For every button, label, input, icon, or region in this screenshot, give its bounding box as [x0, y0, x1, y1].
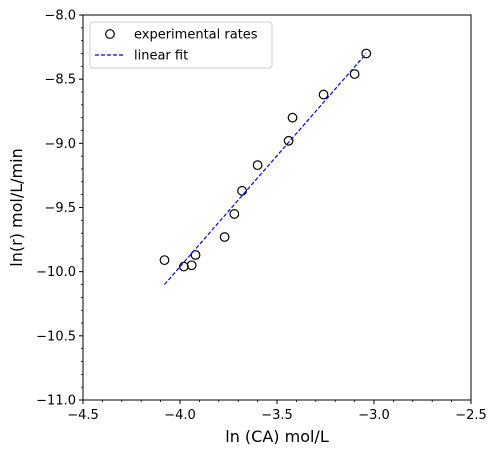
data-point — [318, 89, 329, 100]
data-point — [361, 48, 372, 59]
x-axis-label: ln (CA) mol/L — [225, 427, 329, 446]
plot-marks — [159, 48, 372, 285]
axis-ticks: −4.5 −4.0 −3.5 −3.0 −2.5 −11.0 −10.5 −10.0 −9.5 −… — [36, 9, 487, 424]
y-tick-label: −8.5 — [44, 73, 76, 88]
x-tick-label: −2.5 — [455, 408, 487, 423]
data-point — [178, 261, 189, 272]
fit-line — [164, 53, 367, 285]
y-tick-label: −9.5 — [44, 201, 76, 216]
data-point — [287, 112, 298, 123]
x-tick-label: −3.5 — [261, 408, 293, 423]
y-tick-label: −9.0 — [44, 137, 76, 152]
data-point — [219, 232, 230, 242]
data-point — [237, 185, 247, 196]
y-tick-label: −10.5 — [36, 329, 76, 344]
data-point — [349, 69, 360, 79]
y-tick-label: −11.0 — [36, 394, 76, 409]
legend-label: linear fit — [134, 49, 188, 64]
x-tick-label: −4.5 — [67, 408, 99, 423]
data-point — [283, 135, 294, 146]
data-point — [229, 209, 240, 219]
data-point — [186, 260, 197, 271]
x-tick-label: −3.0 — [358, 408, 390, 423]
legend-marker-swatch — [105, 29, 115, 39]
legend-box — [89, 21, 273, 69]
plot-frame — [82, 14, 472, 401]
y-axis-label: ln(r) mol/L/min — [7, 148, 26, 266]
data-point — [252, 160, 263, 171]
data-point — [190, 250, 201, 260]
legend-label: experimental rates — [134, 28, 258, 43]
data-point — [159, 255, 170, 266]
y-tick-label: −8.0 — [44, 9, 76, 24]
x-tick-label: −4.0 — [164, 408, 196, 423]
legend: experimental rates linear fit — [89, 21, 273, 69]
y-tick-label: −10.0 — [36, 265, 76, 280]
